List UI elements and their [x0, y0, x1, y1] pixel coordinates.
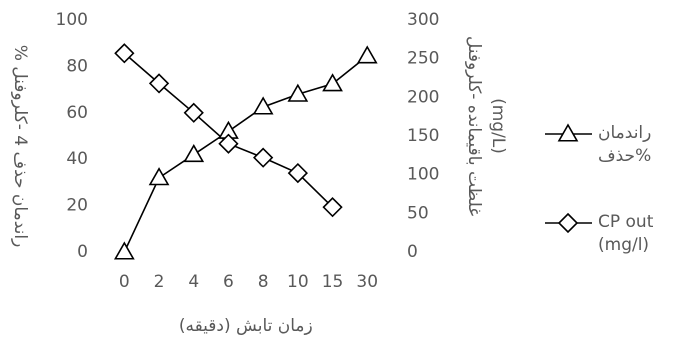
point	[183, 143, 205, 163]
x-tick-label: 6	[223, 272, 234, 292]
y2-tick-label: 0	[407, 242, 418, 262]
point	[114, 43, 135, 64]
x-tick-label: 10	[287, 272, 309, 292]
y2-axis-title: (mg/L)	[488, 98, 508, 154]
y-tick-label: 100	[56, 10, 88, 30]
legend-label: راندمان حذف%	[598, 123, 652, 166]
point	[218, 133, 239, 154]
point	[287, 83, 309, 102]
x-tick-label: 30	[356, 272, 378, 292]
point	[253, 147, 274, 168]
y2-tick-label: 300	[407, 10, 439, 30]
x-tick-label: 0	[119, 272, 130, 292]
point	[322, 197, 343, 218]
legend-marker	[557, 123, 579, 142]
y2-tick-label: 150	[407, 126, 439, 146]
point	[148, 167, 170, 186]
y-axis-title: % راندمان حذف 4 -کلروفنل	[10, 45, 30, 248]
legend-label: CP out (mg/l)	[598, 212, 654, 255]
y-tick-label: 20	[66, 196, 88, 216]
point	[148, 73, 170, 94]
y2-axis-title: غلظت باقیمانده -کلروفنل	[464, 36, 484, 216]
y-tick-label: 0	[77, 242, 88, 262]
y2-tick-label: 100	[407, 165, 439, 185]
point	[356, 45, 378, 64]
x-tick-label: 4	[188, 272, 199, 292]
point	[183, 102, 204, 123]
y2-tick-label: 50	[407, 203, 429, 223]
legend-marker	[557, 212, 579, 234]
x-tick-label: 2	[154, 272, 165, 292]
point	[113, 241, 135, 260]
x-tick-label: 15	[322, 272, 344, 292]
point	[322, 73, 343, 92]
y2-tick-label: 250	[407, 49, 439, 69]
x-tick-label: 8	[258, 272, 269, 292]
y2-tick-label: 200	[407, 87, 439, 107]
y-tick-label: 40	[66, 149, 88, 169]
y-tick-label: 80	[66, 56, 88, 76]
y-tick-label: 60	[66, 103, 88, 123]
point	[287, 162, 308, 184]
x-axis-title: زمان تابش (دقیقه)	[179, 316, 313, 336]
point	[252, 96, 274, 115]
